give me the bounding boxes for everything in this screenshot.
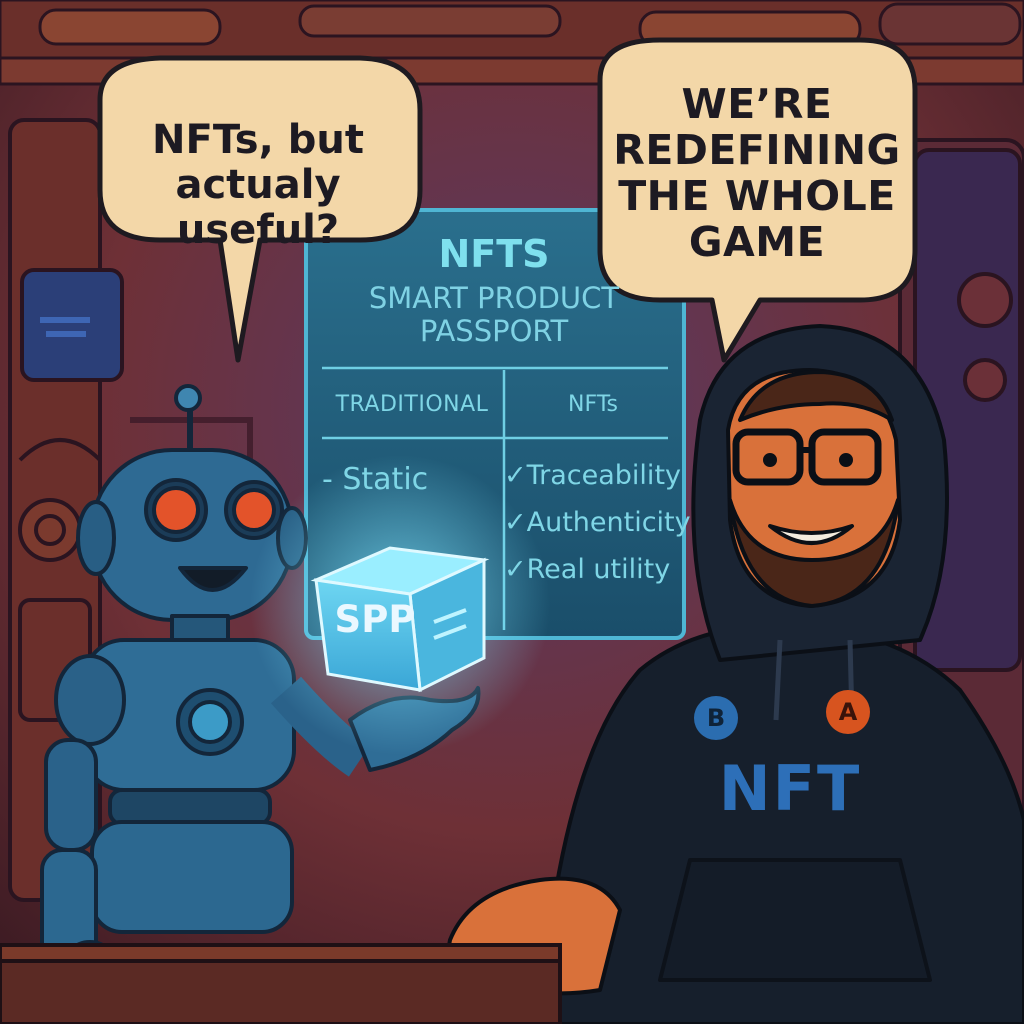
hoodie-print: NFT [718, 752, 862, 825]
column-header-nfts: NFTs [568, 392, 618, 417]
board-subtitle: SMART PRODUCT PASSPORT [368, 281, 620, 349]
hoodie-badge-a: A [826, 690, 870, 734]
spp-cube [250, 455, 550, 755]
nft-benefit-item: ✓Real utility [504, 554, 671, 585]
speech-bubble-left [97, 55, 423, 363]
nft-benefit-item: ✓Traceability [504, 460, 682, 491]
speech-text-right: WE’RE REDEFINING THE WHOLE GAME [613, 80, 901, 266]
cube-label: SPP [334, 598, 416, 641]
man-in-hoodie [446, 324, 1024, 1024]
column-header-traditional: TRADITIONAL [335, 392, 489, 417]
traditional-item: - Static [322, 462, 429, 497]
speech-text-left: NFTs, but actualy useful? [152, 117, 364, 253]
speech-bubble-right [597, 37, 918, 363]
hoodie-badge-b: B [694, 696, 738, 740]
board-title: NFTS [438, 232, 550, 276]
console-rail [0, 943, 562, 1024]
nft-benefit-item: ✓Authenticity [504, 507, 691, 538]
